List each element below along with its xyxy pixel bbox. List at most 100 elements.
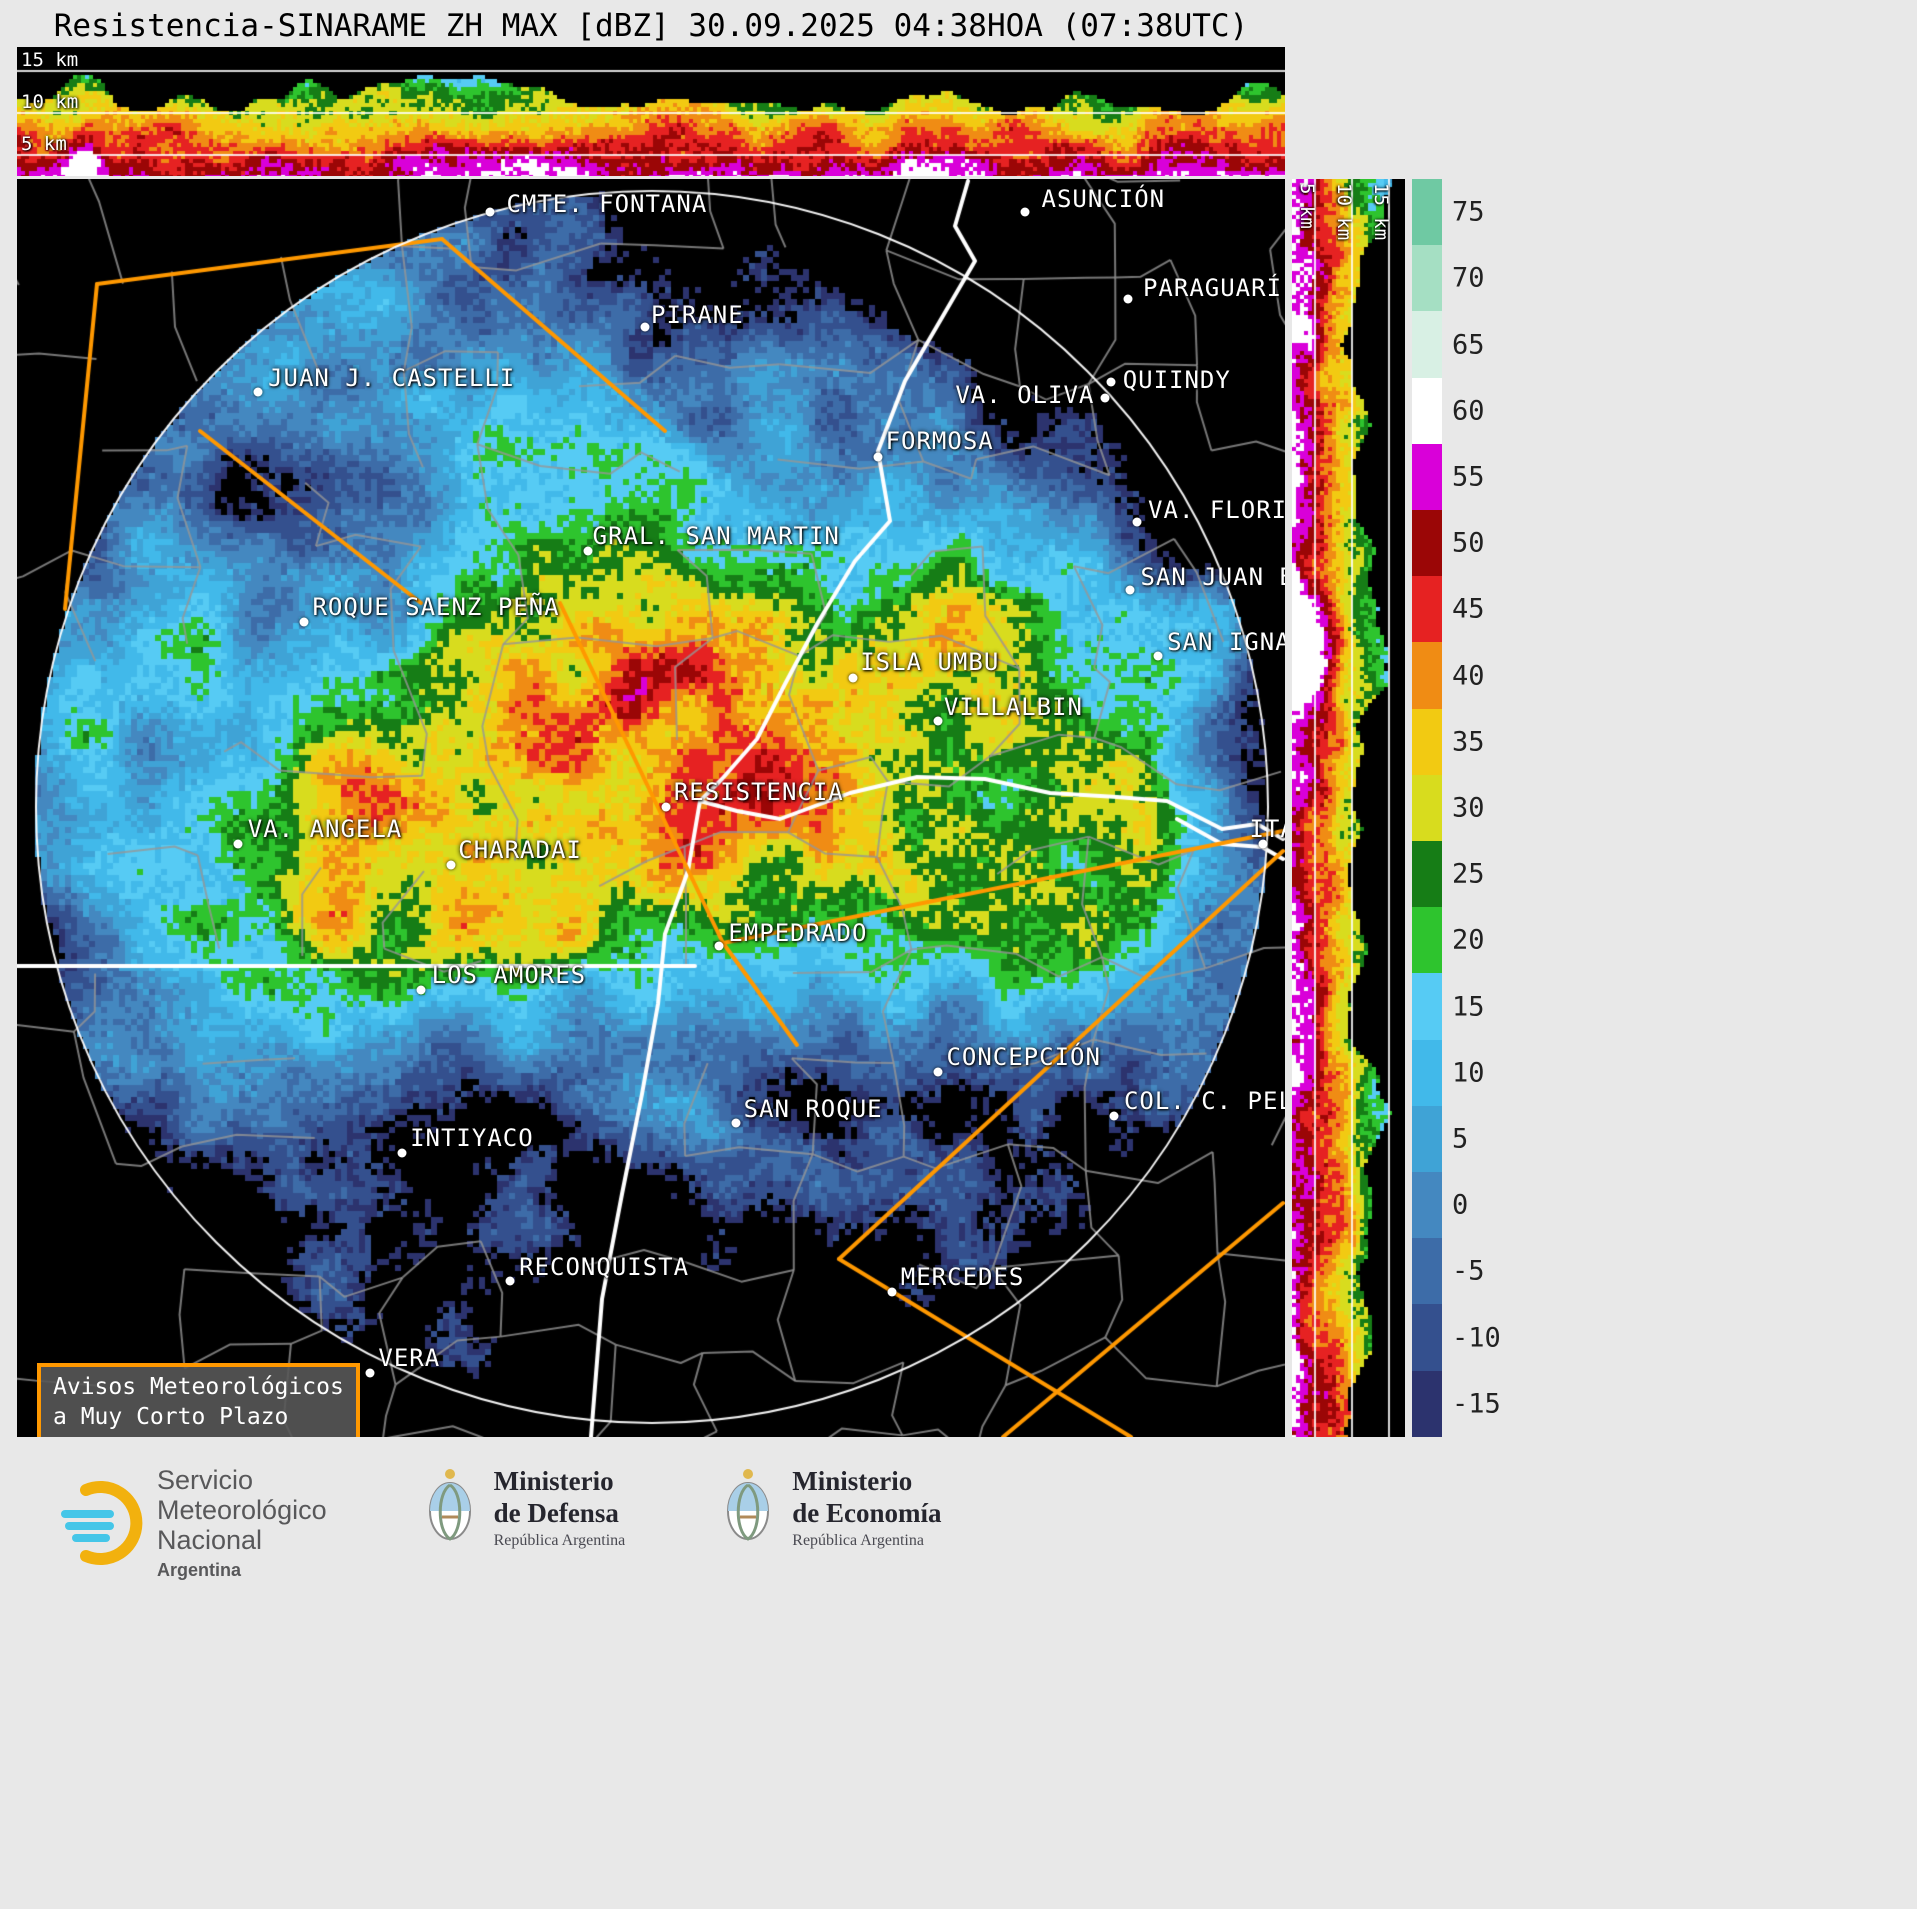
smn-name-line1: Servicio xyxy=(157,1465,254,1495)
city-label: LOS AMORES xyxy=(431,961,587,990)
city-label: VA. FLORIDA xyxy=(1148,495,1285,524)
ministry-economia-text: Ministerio de Economía República Argenti… xyxy=(792,1466,941,1549)
city-label: GRAL. SAN MARTIN xyxy=(592,522,840,551)
city-label: VERA xyxy=(378,1343,441,1372)
city-dot xyxy=(299,617,309,627)
colorbar-segment xyxy=(1412,245,1442,312)
city-label-layer: CMTE. FONTANA ASUNCIÓN PARAGUARÍ PIRANE JUAN… xyxy=(17,179,1285,1437)
colorbar-tick: 0 xyxy=(1452,1189,1469,1221)
city-dot xyxy=(887,1287,897,1297)
colorbar-tick: 10 xyxy=(1452,1057,1485,1089)
ministry-defensa-subtitle: República Argentina xyxy=(493,1531,626,1549)
colorbar-segment xyxy=(1412,1238,1442,1305)
city-label: RECONQUISTA xyxy=(519,1253,690,1282)
altitude-label-15km-right: 15 km xyxy=(1370,183,1392,241)
colorbar-segment xyxy=(1412,1105,1442,1173)
city-dot xyxy=(416,985,426,995)
colorbar-segment xyxy=(1412,841,1442,908)
city-label: QUIINDY xyxy=(1122,366,1231,395)
city-label: PARAGUARÍ xyxy=(1142,274,1283,303)
colorbar-segment xyxy=(1412,1172,1442,1239)
city-label: VA. ANGELA xyxy=(247,815,403,844)
colorbar-tick: -15 xyxy=(1452,1388,1501,1420)
altitude-label-10km: 10 km xyxy=(21,91,79,113)
city-dot xyxy=(1153,651,1163,661)
warning-box-line1: Avisos Meteorológicos xyxy=(53,1374,344,1400)
colorbar-segment xyxy=(1412,1304,1442,1371)
smn-name-line2: Meteorológico xyxy=(157,1495,327,1526)
city-label: CONCEPCIÓN xyxy=(946,1043,1101,1072)
city-dot xyxy=(505,1276,515,1286)
ministry-defensa-name: Ministerio de Defensa xyxy=(493,1466,619,1528)
altitude-label-5km: 5 km xyxy=(21,133,67,155)
colorbar-tick: 30 xyxy=(1452,792,1485,824)
city-dot xyxy=(848,673,858,683)
colorbar-tick: 45 xyxy=(1452,593,1485,625)
smn-name-line3: Nacional xyxy=(157,1525,263,1556)
colorbar-tick: 65 xyxy=(1452,329,1485,361)
colorbar-tick: 50 xyxy=(1452,527,1485,559)
colorbar-segment xyxy=(1412,774,1442,842)
city-dot xyxy=(933,1067,943,1077)
city-label: SAN IGNACIO xyxy=(1167,627,1285,656)
colorbar-tick: 75 xyxy=(1452,196,1485,228)
top-profile-canvas xyxy=(17,47,1285,176)
city-label: ROQUE SAENZ PEÑA xyxy=(312,592,560,621)
city-dot xyxy=(661,802,671,812)
ministry-economia-name: Ministerio de Economía xyxy=(792,1466,942,1528)
colorbar-segment xyxy=(1412,443,1442,511)
city-label: ASUNCIÓN xyxy=(1041,185,1166,214)
altitude-label-5km-right: 5 km xyxy=(1296,183,1318,229)
city-dot xyxy=(640,322,650,332)
right-profile-panel: 5 km 10 km 15 km xyxy=(1292,179,1405,1437)
radar-map-canvas xyxy=(17,179,1285,1437)
colorbar-tick: 70 xyxy=(1452,262,1485,294)
colorbar-tick: 55 xyxy=(1452,461,1485,493)
dbz-colorbar xyxy=(1412,179,1442,1437)
city-dot xyxy=(1123,294,1133,303)
city-dot xyxy=(365,1368,374,1378)
city-label: FORMOSA xyxy=(885,426,994,455)
coat-of-arms-icon xyxy=(428,1469,471,1541)
colorbar-tick: 35 xyxy=(1452,726,1485,758)
city-label: EMPEDRADO xyxy=(728,918,868,947)
colorbar-tick: 20 xyxy=(1452,924,1485,956)
main-radar-map: CMTE. FONTANA ASUNCIÓN PARAGUARÍ PIRANE JUAN… xyxy=(17,179,1285,1437)
right-profile-canvas xyxy=(1292,179,1405,1437)
colorbar-segment xyxy=(1412,1039,1442,1106)
city-dot xyxy=(1020,207,1030,217)
page-title: Resistencia-SINARAME ZH MAX [dBZ] 30.09.… xyxy=(53,8,1249,44)
city-label: VA. OLIVA xyxy=(955,381,1095,410)
colorbar-segment xyxy=(1412,179,1442,246)
colorbar-segment xyxy=(1412,576,1442,643)
city-dot xyxy=(873,452,883,462)
colorbar-segment xyxy=(1412,642,1442,709)
top-profile-panel: 15 km 10 km 5 km xyxy=(17,47,1285,176)
smn-logo-text: Servicio Meteorológico Nacional Argentin… xyxy=(157,1465,327,1581)
footer: Servicio Meteorológico Nacional Argentin… xyxy=(0,1437,1917,1909)
city-label: CHARADAI xyxy=(458,835,582,864)
colorbar-segment xyxy=(1412,907,1442,974)
warning-box-line2: a Muy Corto Plazo xyxy=(53,1403,289,1430)
colorbar-segment xyxy=(1412,311,1442,378)
city-label: VILLALBIN xyxy=(943,693,1083,722)
city-dot xyxy=(446,860,456,870)
city-dot xyxy=(731,1118,741,1127)
city-label: ITATÍ xyxy=(1249,815,1285,844)
city-dot xyxy=(233,839,243,849)
ministry-defensa-block: Ministerio de Defensa República Argentin… xyxy=(422,1465,626,1551)
ministry-economia-subtitle: República Argentina xyxy=(792,1531,924,1549)
city-dot xyxy=(714,941,724,951)
smn-country-label: Argentina xyxy=(157,1559,242,1580)
ministry-economia-block: Ministerio de Economía República Argenti… xyxy=(720,1465,942,1551)
city-label: JUAN J. CASTELLI xyxy=(268,363,516,392)
coat-of-arms-icon xyxy=(727,1469,770,1541)
colorbar-segment xyxy=(1412,973,1442,1040)
city-dot xyxy=(1125,585,1135,595)
colorbar-tick: 15 xyxy=(1452,991,1485,1023)
colorbar-segment xyxy=(1412,708,1442,775)
altitude-label-10km-right: 10 km xyxy=(1333,183,1355,241)
city-dot xyxy=(1100,393,1110,403)
colorbar-segment xyxy=(1412,1370,1442,1437)
